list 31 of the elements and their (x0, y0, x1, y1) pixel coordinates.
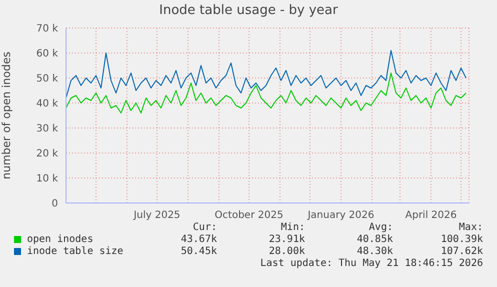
line-series (66, 50, 466, 98)
text: Last update: Thu May 21 18:46:15 2026 (260, 258, 483, 269)
chart-title: Inode table usage - by year (158, 3, 339, 18)
y-tick-label: 20 k (36, 148, 58, 160)
text: Cur: (192, 222, 217, 233)
y-tick-label: 30 k (36, 124, 58, 135)
legend-label: inode table size (26, 246, 124, 257)
text: 28.00k (268, 246, 305, 257)
text: Avg: (368, 222, 393, 233)
y-tick-label: 50 k (36, 74, 58, 85)
y-tick-label: 40 k (36, 98, 58, 110)
y-tick-label: 10 k (36, 174, 58, 185)
text: 50.45k (180, 246, 217, 257)
text: Max: (458, 222, 483, 233)
text: 107.62k (440, 246, 483, 257)
text: Min: (280, 222, 305, 233)
legend-label: open inodes (26, 234, 94, 245)
text: 40.85k (356, 234, 393, 245)
x-tick-label: October 2025 (214, 210, 284, 222)
y-tick-label: 70 k (36, 24, 58, 35)
x-tick-label: January 2026 (306, 210, 374, 222)
text: 100.39k (440, 234, 483, 245)
x-tick-label: April 2026 (405, 210, 457, 222)
y-tick-label: 60 k (36, 48, 58, 60)
y-tick-label: 0 (52, 198, 58, 210)
x-tick-label: July 2025 (132, 210, 180, 222)
y-axis-title: number of open inodes (0, 51, 13, 180)
line-series (66, 72, 466, 114)
text: 23.91k (268, 234, 305, 245)
text: 48.30k (356, 246, 393, 257)
text: 43.67k (180, 234, 217, 245)
